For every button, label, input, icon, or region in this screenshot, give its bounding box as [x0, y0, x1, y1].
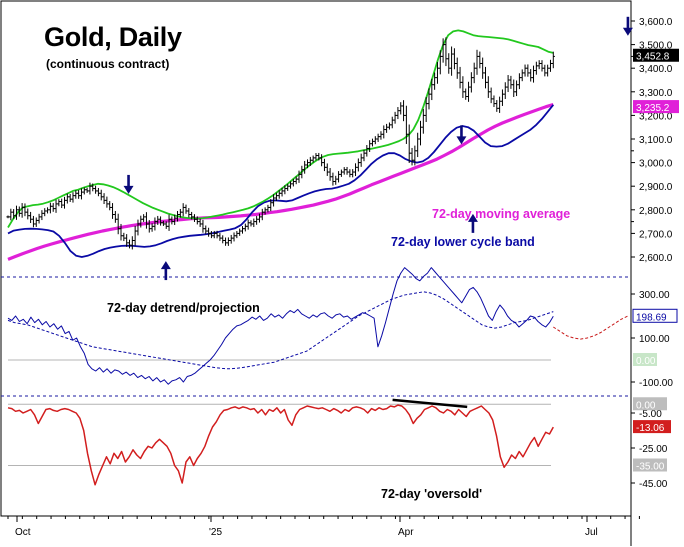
detrend-badge-border — [632, 308, 678, 323]
cycle-bottom-arrow — [160, 261, 171, 281]
cycle-bottom-arrow — [467, 213, 478, 233]
grid-layer — [1, 276, 631, 397]
y-tick-label: 100.00 — [639, 334, 670, 345]
x-tick-label: '25 — [209, 527, 222, 538]
y-tick-label: 3,600.0 — [639, 17, 673, 28]
lower-band-annotation: 72-day lower cycle band — [391, 235, 535, 249]
y-tick-label: 2,900.0 — [639, 182, 673, 193]
arrow-head — [456, 136, 467, 145]
detrend-panel — [7, 267, 629, 385]
oversold-reference-badge: -35.00 — [636, 462, 665, 473]
y-tick-label: 3,000.0 — [639, 159, 673, 170]
oversold-last-badge-bg — [633, 420, 671, 434]
detrend-title: 72-day detrend/projection — [107, 301, 260, 315]
detrend-line — [7, 267, 554, 385]
arrow-head — [123, 185, 134, 194]
chart-title: Gold, Daily — [44, 22, 182, 52]
chart-subtitle: (continuous contract) — [46, 57, 170, 71]
cycle-top-arrow — [622, 16, 633, 36]
x-axis: Oct '25 Apr Jul — [7, 516, 640, 538]
last-price-badge: 3,452.8 — [636, 52, 670, 63]
oversold-panel — [7, 398, 554, 486]
upper-band-line — [7, 29, 554, 228]
y-tick-label: 2,600.0 — [639, 253, 673, 264]
oversold-last-badge: -13.06 — [636, 423, 665, 434]
y-tick-label: 3,500.0 — [639, 41, 673, 52]
y-tick-label: 300.00 — [639, 290, 670, 301]
oversold-reference-badge: 0.00 — [636, 400, 656, 411]
y-tick-label: -100.00 — [639, 378, 673, 389]
cycle-top-arrow — [456, 125, 467, 145]
detrend-badge: 198.69 — [636, 312, 667, 323]
price-panel — [6, 16, 633, 281]
ma-annotation: 72-day moving average — [432, 207, 570, 221]
detrend-zero-badge-bg — [633, 353, 657, 366]
y-tick-label: 3,300.0 — [639, 88, 673, 99]
oversold-line — [7, 404, 554, 486]
cycle-top-arrow — [123, 174, 134, 194]
y-tick-label: -25.00 — [639, 444, 668, 455]
detrend-zero-badge: 0.00 — [636, 356, 656, 367]
y-tick-label: -45.00 — [639, 479, 668, 490]
projection-overlap-line — [7, 291, 554, 370]
projection-future-line — [553, 315, 629, 340]
y-tick-label: 3,100.0 — [639, 135, 673, 146]
y-tick-label: 2,700.0 — [639, 229, 673, 240]
oversold-title: 72-day 'oversold' — [381, 487, 482, 501]
x-tick-label: Jul — [585, 527, 598, 538]
moving-average-badge-bg — [633, 100, 679, 114]
arrow-head — [467, 213, 478, 222]
moving-average-line — [7, 102, 554, 261]
oversold-reference-badge-bg — [633, 458, 667, 472]
y-axis: 3,600.0 3,500.0 3,400.0 3,300.0 3,200.0 3,100… — [631, 17, 679, 490]
last-price-badge-bg — [633, 48, 679, 62]
arrow-head — [160, 261, 171, 270]
moving-average-badge: 3,235.2 — [636, 103, 670, 114]
x-tick-label: Apr — [398, 527, 414, 538]
arrow-head — [622, 27, 633, 36]
y-tick-label: 3,200.0 — [639, 111, 673, 122]
y-tick-label: 3,400.0 — [639, 64, 673, 75]
divergence-trendline — [392, 398, 468, 409]
y-tick-label: -5.00 — [639, 409, 662, 420]
x-tick-label: Oct — [15, 527, 31, 538]
oversold-reference-badge-bg — [633, 397, 667, 411]
detrend-badge-bg — [633, 309, 677, 323]
y-tick-label: 2,800.0 — [639, 206, 673, 217]
